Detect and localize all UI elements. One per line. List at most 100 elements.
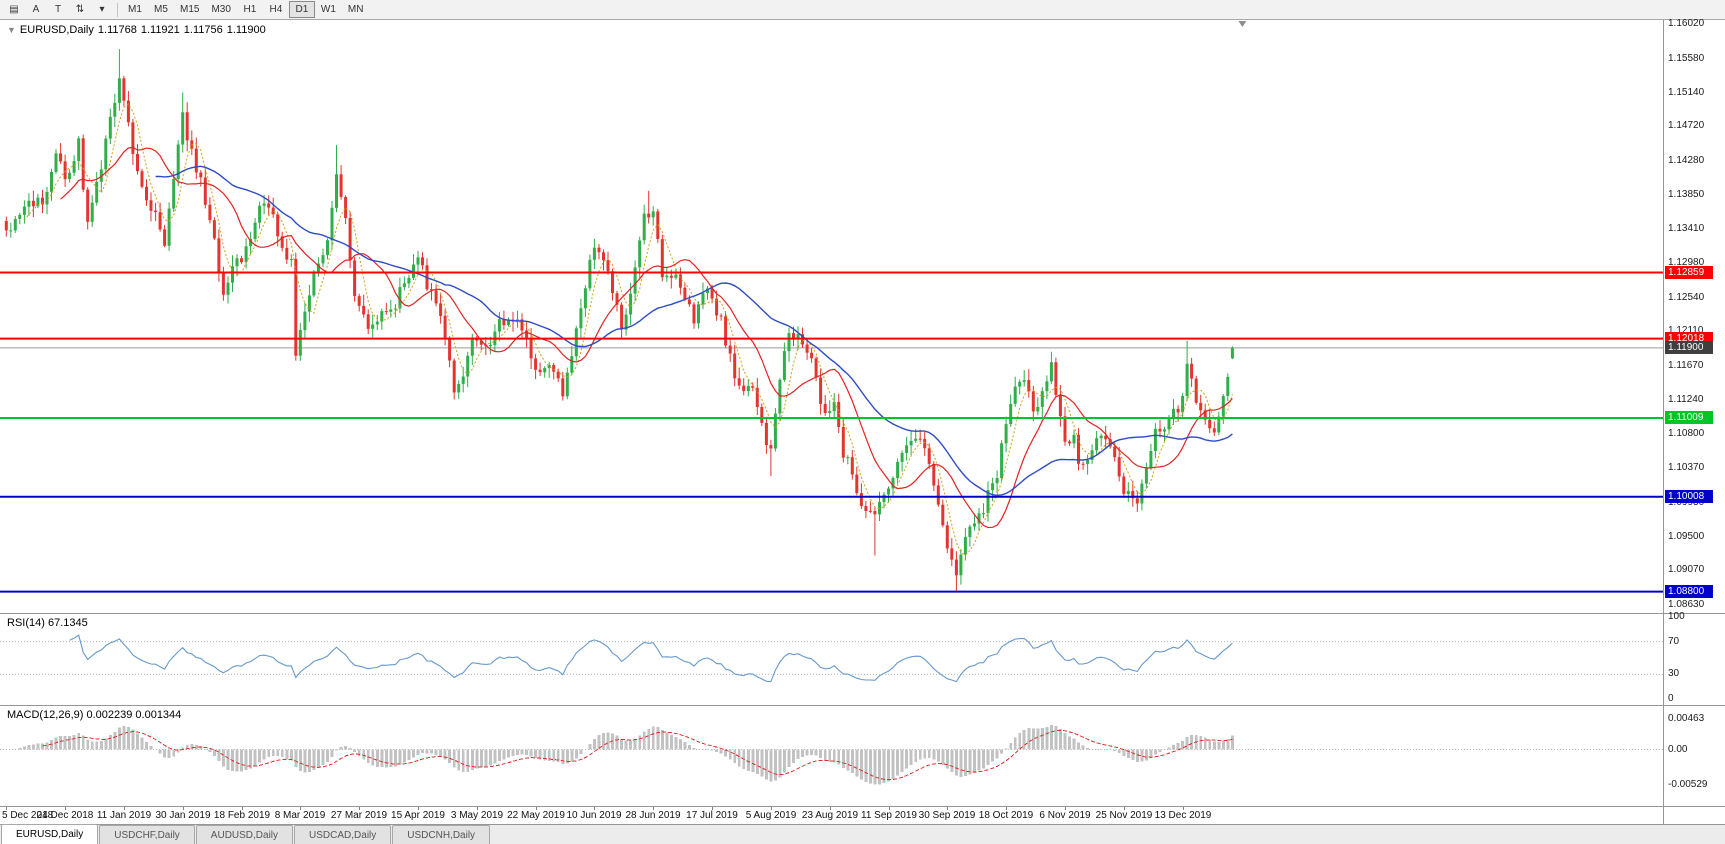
date-label: 23 Aug 2019 [801, 810, 859, 821]
price-chart-canvas[interactable] [0, 20, 1663, 613]
time-tick [594, 807, 595, 810]
time-tick [1183, 807, 1184, 810]
macd-axis-label: -0.00529 [1668, 779, 1708, 790]
timeframe-button-m5[interactable]: M5 [154, 4, 168, 15]
timeframe-button-m15[interactable]: M15 [180, 4, 200, 15]
chart-shift-marker[interactable] [1238, 21, 1247, 27]
time-axis[interactable]: 5 Dec 2018 24 Dec 2018 11 Jan 2019 30 Jan 2… [0, 806, 1725, 824]
toolbar-icon-group: ▤ A T ⇅ ▾ [3, 0, 113, 19]
price-axis-label: 1.16020 [1668, 18, 1705, 29]
timeframe-button-d1[interactable]: D1 [288, 1, 315, 18]
chart-tab-bar: EURUSD,Daily USDCHF,Daily AUDUSD,Daily USDC… [0, 824, 1725, 844]
date-label: 25 Nov 2019 [1095, 810, 1153, 821]
date-label: 5 Aug 2019 [745, 810, 797, 821]
time-tick [830, 807, 831, 810]
time-tick [1124, 807, 1125, 810]
date-label: 22 May 2019 [507, 810, 565, 821]
price-axis-label: 1.11240 [1668, 394, 1704, 405]
date-label: 10 Jun 2019 [566, 810, 622, 821]
one-click-trading-toggle[interactable]: ▼ [7, 25, 16, 35]
time-tick [889, 807, 890, 810]
price-axis-label: 1.10370 [1668, 462, 1705, 473]
rsi-axis-label: 100 [1668, 611, 1685, 622]
time-tick [183, 807, 184, 810]
price-axis-label: 1.11670 [1668, 360, 1704, 371]
time-tick [1065, 807, 1066, 810]
chart-windows-icon[interactable]: ▤ [9, 4, 19, 15]
toolbar-separator [117, 2, 118, 17]
timeframe-button-m30[interactable]: M30 [211, 4, 231, 15]
annotation-a-button[interactable]: A [32, 4, 40, 15]
text-tool-button[interactable]: T [54, 4, 62, 15]
price-axis-label: 1.13850 [1668, 189, 1705, 200]
timeframe-button-h1[interactable]: H1 [243, 4, 257, 15]
price-axis-label: 1.12980 [1668, 257, 1705, 268]
chart-tab-usdcad[interactable]: USDCAD,Daily [294, 825, 392, 844]
dropdown-arrow-icon[interactable]: ▾ [99, 4, 105, 15]
bid-price-badge: 1.11900 [1665, 341, 1713, 354]
time-tick [771, 807, 772, 810]
chart-tab-eurusd[interactable]: EURUSD,Daily [1, 824, 99, 844]
timeframe-button-w1[interactable]: W1 [320, 4, 336, 15]
date-label: 13 Dec 2019 [1154, 810, 1212, 821]
timeframe-button-h4[interactable]: H4 [269, 4, 283, 15]
date-label: 30 Jan 2019 [155, 810, 211, 821]
price-axis[interactable]: 1.16020 1.15580 1.15140 1.14720 1.14280 1.138… [1663, 18, 1725, 824]
chart-tab-usdcnh[interactable]: USDCNH,Daily [392, 825, 491, 844]
chart-area[interactable]: ▼ EURUSD,Daily 1.11768 1.11921 1.11756 1.1190… [0, 18, 1725, 824]
date-label: 18 Oct 2019 [978, 810, 1034, 821]
price-axis-label: 1.13410 [1668, 223, 1705, 234]
timeframe-button-group: M1 M5 M15 M30 H1 H4 D1 W1 MN [122, 0, 369, 19]
resistance-line-upper-badge: 1.12859 [1665, 266, 1713, 279]
price-axis-label: 1.10800 [1668, 428, 1705, 439]
price-axis-label: 1.09500 [1668, 531, 1705, 542]
rsi-axis-label: 70 [1668, 636, 1680, 647]
date-label: 6 Nov 2019 [1039, 810, 1091, 821]
ohlc-close-value: 1.11900 [226, 24, 266, 36]
chart-ohlc-header: ▼ EURUSD,Daily 1.11768 1.11921 1.11756 1.1190… [7, 24, 270, 36]
date-label: 27 Mar 2019 [330, 810, 388, 821]
rsi-panel[interactable]: RSI(14) 67.1345 [0, 613, 1725, 705]
macd-canvas[interactable] [0, 706, 1663, 806]
date-label: 30 Sep 2019 [918, 810, 976, 821]
ohlc-open-value: 1.11768 [97, 24, 137, 36]
time-tick [712, 807, 713, 810]
date-label: 11 Jan 2019 [96, 810, 152, 821]
time-tick [1006, 807, 1007, 810]
rsi-axis-label: 30 [1668, 668, 1680, 679]
timeframe-button-mn[interactable]: MN [347, 4, 364, 15]
toolbar: ▤ A T ⇅ ▾ M1 M5 M15 M30 H1 H4 D1 W1 MN [0, 0, 1725, 20]
time-tick [242, 807, 243, 810]
date-label: 17 Jul 2019 [686, 810, 738, 821]
chart-symbol-label: EURUSD,Daily [19, 24, 94, 36]
price-panel[interactable]: ▼ EURUSD,Daily 1.11768 1.11921 1.11756 1.1190… [0, 20, 1725, 613]
price-axis-label: 1.09070 [1668, 564, 1705, 575]
time-tick [124, 807, 125, 810]
timeframe-button-m1[interactable]: M1 [128, 4, 142, 15]
time-tick [947, 807, 948, 810]
macd-panel[interactable]: MACD(12,26,9) 0.002239 0.001344 [0, 705, 1725, 806]
time-tick [536, 807, 537, 810]
chart-tab-usdchf[interactable]: USDCHF,Daily [99, 825, 195, 844]
macd-label: MACD(12,26,9) 0.002239 0.001344 [7, 709, 182, 721]
price-axis-label: 1.15140 [1668, 87, 1705, 98]
price-axis-label: 1.12540 [1668, 292, 1705, 303]
support-line-blue-upper-badge: 1.10008 [1665, 490, 1713, 503]
time-tick [359, 807, 360, 810]
indicator-arrows-icon[interactable]: ⇅ [75, 4, 85, 15]
macd-histogram [18, 725, 1234, 785]
time-tick [6, 807, 7, 810]
chart-tab-audusd[interactable]: AUDUSD,Daily [195, 825, 294, 844]
date-label: 5 Dec 2018 [2, 810, 54, 821]
macd-axis-label: 0.00 [1668, 744, 1688, 755]
date-label: 18 Feb 2019 [213, 810, 271, 821]
date-label: 8 Mar 2019 [274, 810, 326, 821]
date-label: 28 Jun 2019 [625, 810, 681, 821]
price-axis-label: 1.14280 [1668, 155, 1705, 166]
rsi-axis-label: 0 [1668, 693, 1674, 704]
rsi-label: RSI(14) 67.1345 [7, 617, 88, 629]
price-axis-label: 1.14720 [1668, 120, 1705, 131]
time-tick [477, 807, 478, 810]
time-tick [653, 807, 654, 810]
rsi-canvas[interactable] [0, 614, 1663, 705]
